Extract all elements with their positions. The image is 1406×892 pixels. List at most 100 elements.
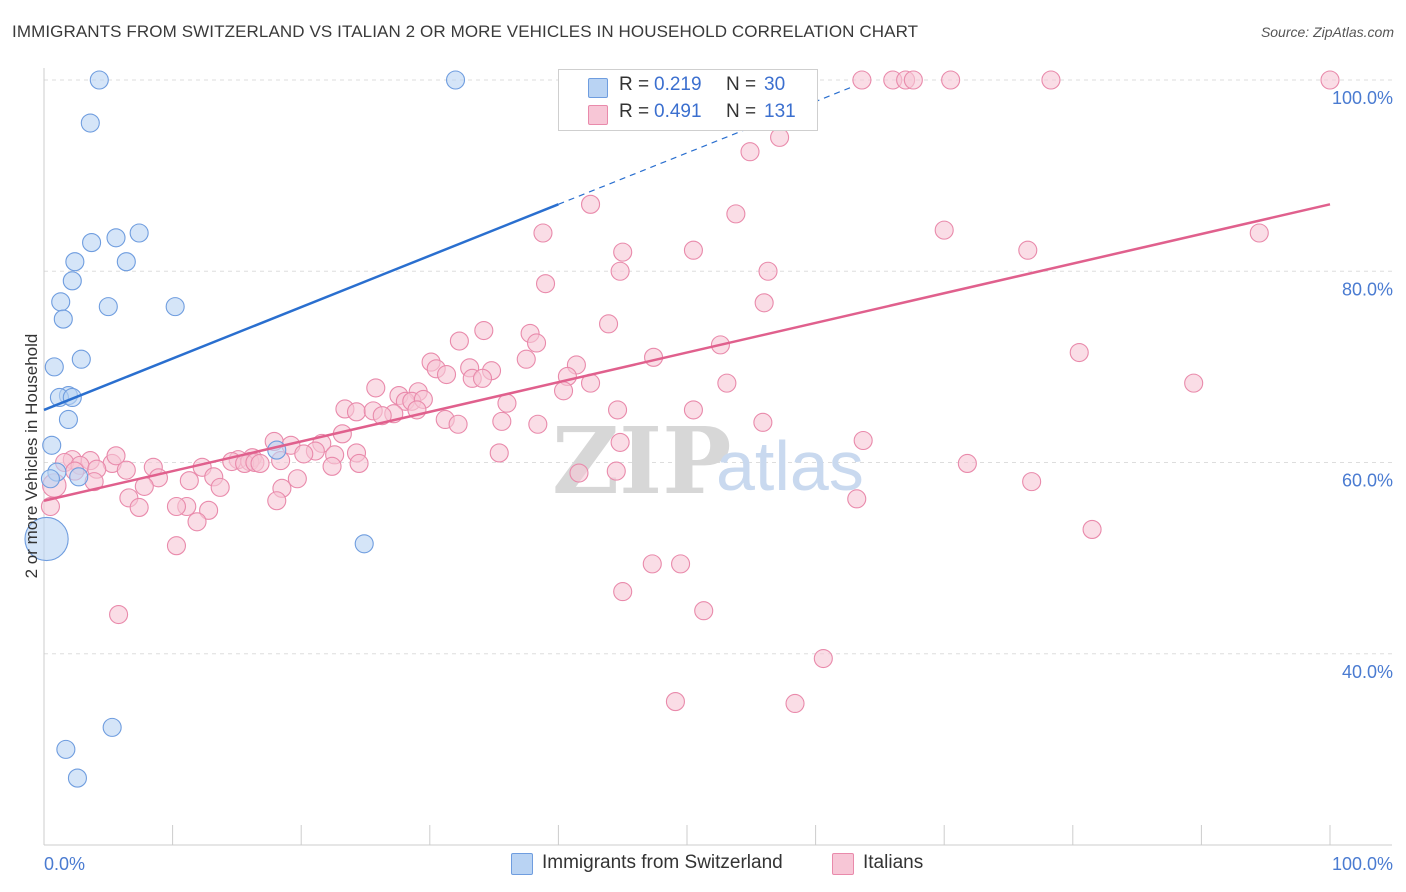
- point-italians: [726, 204, 746, 224]
- legend-swatch-blue: [588, 78, 608, 98]
- point-switzerland: [58, 409, 78, 430]
- point-italians: [852, 70, 872, 90]
- point-italians: [610, 261, 630, 281]
- trend-line-italians: [43, 203, 1331, 502]
- point-italians: [1022, 472, 1042, 492]
- point-italians: [287, 469, 307, 489]
- x-tick-label: 0.0%: [44, 854, 85, 874]
- x-tick-label: 100.0%: [1332, 854, 1393, 874]
- legend-n-value: 30: [764, 74, 786, 95]
- point-italians: [497, 393, 517, 413]
- point-switzerland: [53, 309, 73, 329]
- legend-r-label: R =: [619, 101, 650, 122]
- point-italians: [166, 536, 187, 556]
- point-italians: [957, 453, 977, 474]
- point-switzerland: [129, 223, 149, 243]
- legend-n-label: N =: [726, 74, 757, 95]
- point-italians: [754, 293, 774, 313]
- axes: [43, 68, 1392, 846]
- point-switzerland: [65, 252, 85, 272]
- bottom-legend-swatch-pink: [832, 853, 854, 875]
- y-tick-label: 100.0%: [1332, 88, 1393, 108]
- point-switzerland: [102, 717, 122, 737]
- point-switzerland: [67, 768, 87, 788]
- point-italians: [613, 582, 633, 602]
- point-italians: [740, 142, 760, 162]
- point-switzerland: [98, 297, 118, 317]
- point-italians: [533, 223, 553, 243]
- gridlines: [44, 79, 1392, 655]
- point-italians: [372, 406, 392, 426]
- point-italians: [1041, 70, 1061, 90]
- point-italians: [683, 240, 703, 260]
- point-italians: [436, 364, 457, 385]
- point-italians: [665, 692, 685, 712]
- point-italians: [472, 368, 493, 388]
- point-italians: [644, 347, 664, 367]
- y-tick-label: 40.0%: [1342, 662, 1393, 682]
- point-italians: [199, 500, 219, 520]
- legend-swatch-pink: [588, 105, 608, 125]
- bottom-legend-swatch-blue: [511, 853, 533, 875]
- legend-r-value: 0.491: [654, 101, 702, 122]
- point-italians: [1069, 342, 1089, 363]
- point-italians: [610, 432, 630, 452]
- point-italians: [1249, 223, 1269, 243]
- point-italians: [346, 402, 367, 422]
- point-italians: [349, 453, 369, 474]
- point-switzerland: [44, 357, 64, 377]
- point-italians: [813, 648, 833, 669]
- point-switzerland: [69, 467, 89, 487]
- point-switzerland: [82, 233, 102, 253]
- watermark-zip: ZIP: [552, 407, 731, 515]
- point-italians: [580, 194, 601, 214]
- point-italians: [492, 411, 512, 431]
- point-italians: [250, 453, 270, 474]
- point-italians: [40, 496, 60, 517]
- point-italians: [294, 444, 314, 464]
- watermark: ZIP atlas: [552, 407, 864, 515]
- series-italians-points: [40, 70, 1340, 714]
- point-italians: [109, 604, 129, 625]
- point-italians: [758, 261, 778, 281]
- bottom-legend-label-italians: Italians: [863, 852, 924, 873]
- point-italians: [474, 320, 494, 341]
- point-italians: [267, 491, 287, 511]
- point-italians: [187, 512, 207, 532]
- point-italians: [1184, 373, 1204, 393]
- point-italians: [526, 333, 547, 353]
- legend-row-italians: R = 0.491 N = 131: [559, 101, 817, 127]
- point-italians: [179, 471, 199, 491]
- point-switzerland: [62, 271, 82, 291]
- y-tick-label: 80.0%: [1342, 279, 1393, 299]
- point-italians: [366, 378, 386, 398]
- trend-line-switzerland: [43, 203, 559, 412]
- point-italians: [1082, 519, 1102, 539]
- y-axis-label: 2 or more Vehicles in Household: [22, 334, 41, 579]
- point-italians: [516, 349, 536, 369]
- point-italians: [322, 456, 342, 476]
- point-switzerland: [445, 70, 466, 90]
- point-italians: [1320, 70, 1340, 90]
- point-italians: [569, 463, 589, 483]
- point-italians: [553, 381, 574, 401]
- legend-row-switzerland: R = 0.219 N = 30: [559, 74, 817, 100]
- point-switzerland: [51, 292, 71, 312]
- chart-title: IMMIGRANTS FROM SWITZERLAND VS ITALIAN 2…: [12, 22, 919, 41]
- point-italians: [129, 497, 149, 517]
- point-italians: [694, 601, 714, 621]
- point-italians: [934, 220, 954, 240]
- point-switzerland: [71, 349, 91, 369]
- point-switzerland: [24, 516, 69, 562]
- point-italians: [449, 331, 469, 351]
- point-switzerland: [165, 297, 185, 317]
- point-italians: [528, 414, 548, 434]
- legend-n-label: N =: [726, 101, 757, 122]
- point-italians: [847, 489, 867, 509]
- point-switzerland: [106, 228, 126, 248]
- point-italians: [535, 274, 556, 294]
- point-italians: [753, 412, 773, 432]
- point-italians: [683, 400, 703, 420]
- bottom-legend-label-switzerland: Immigrants from Switzerland: [542, 852, 783, 873]
